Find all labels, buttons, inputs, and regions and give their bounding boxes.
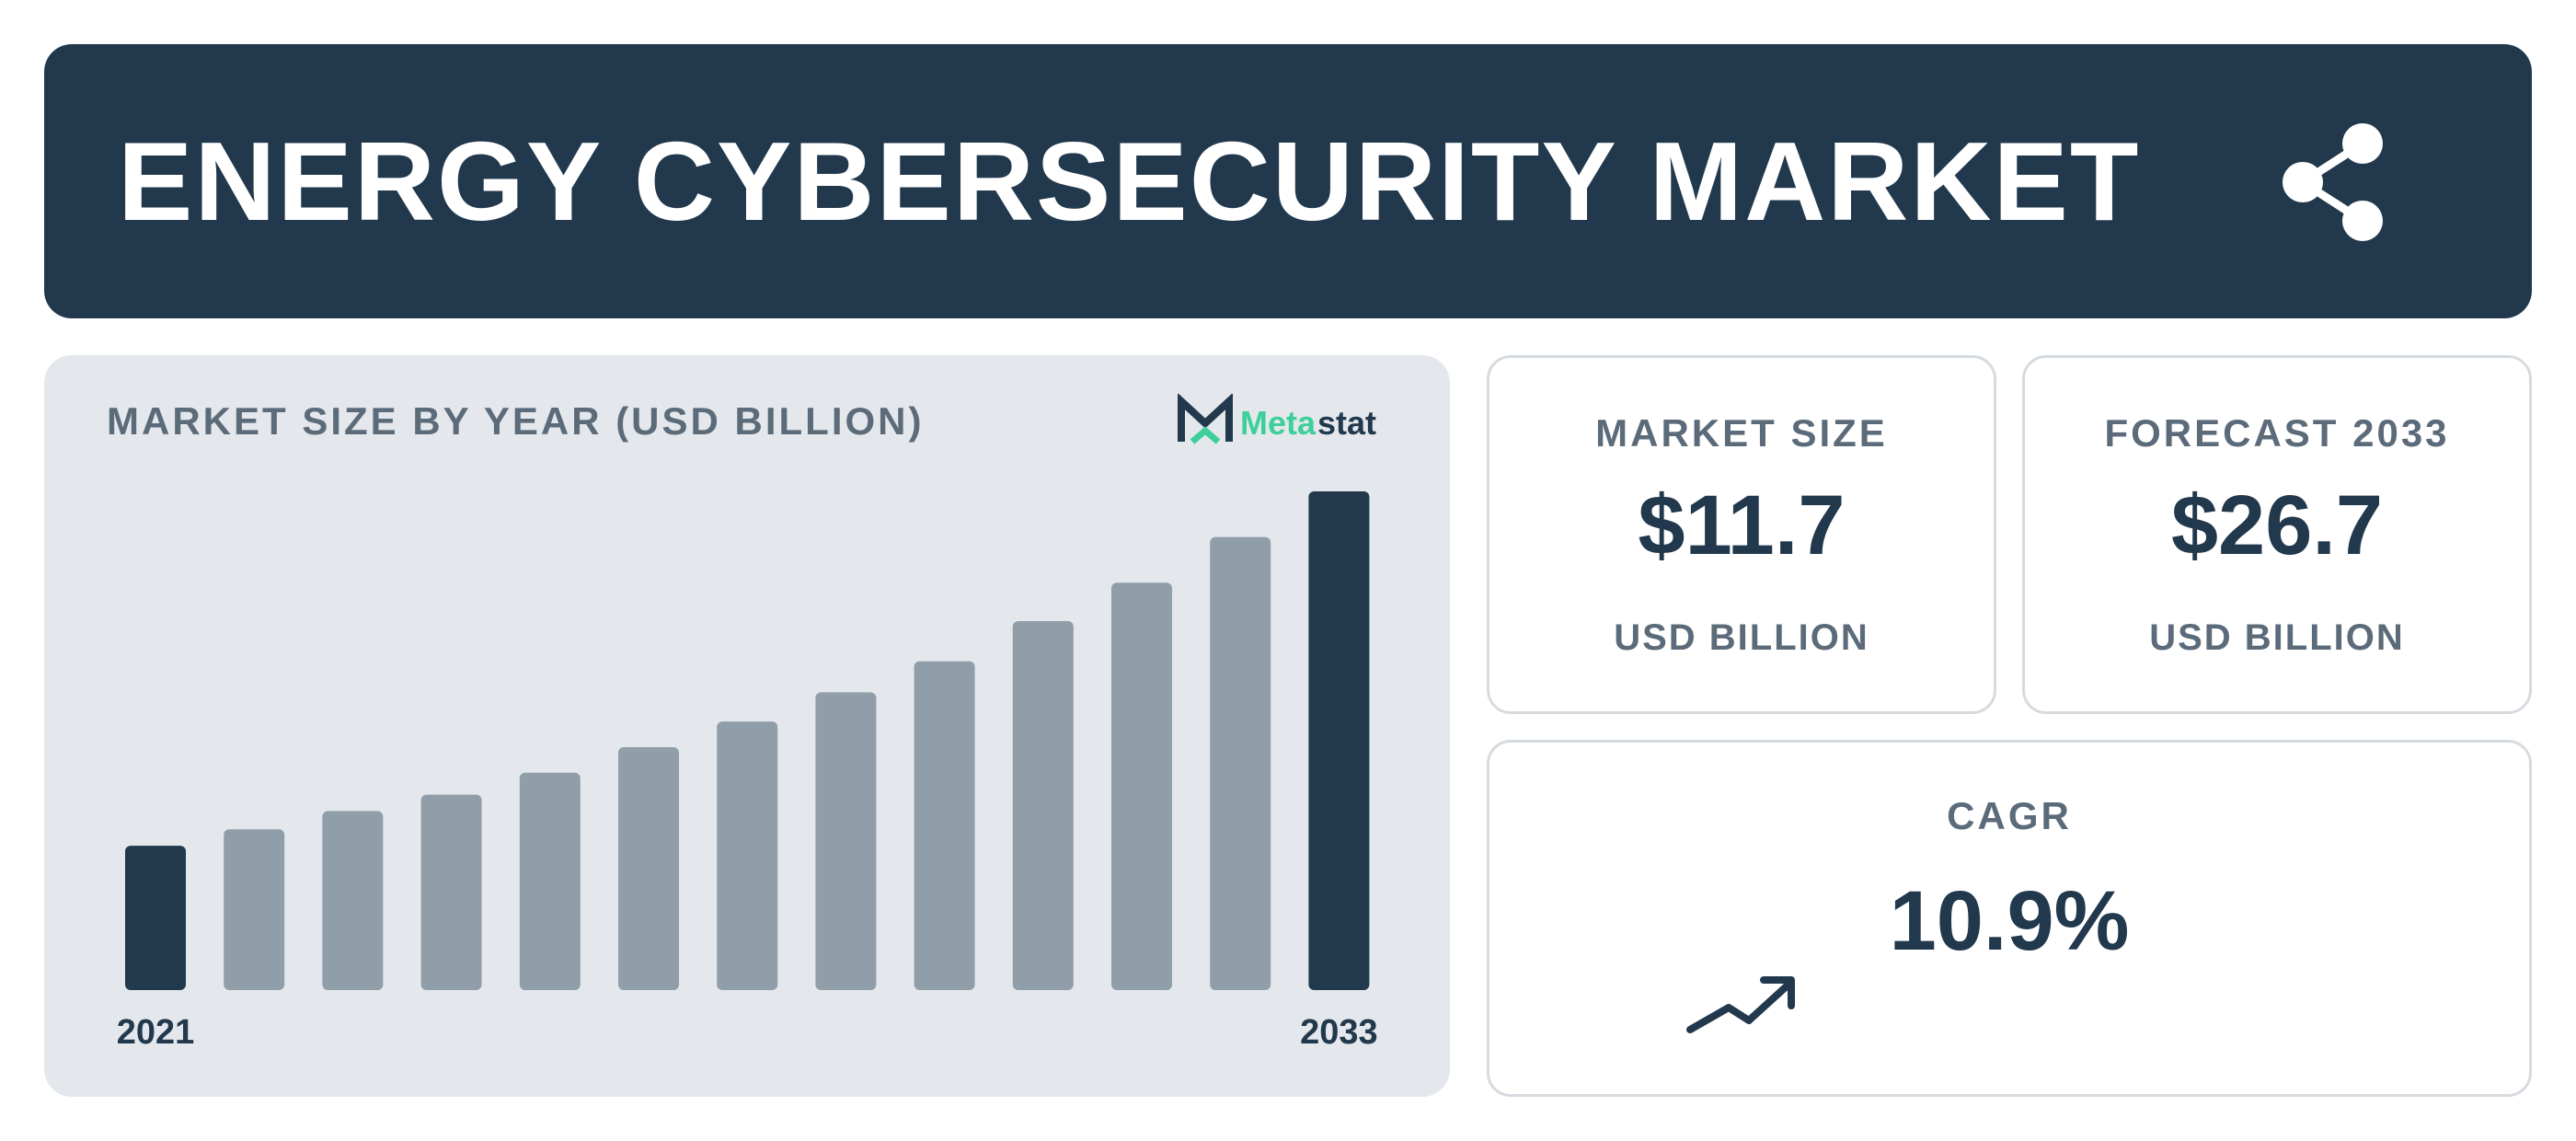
header-banner: ENERGY CYBERSECURITY MARKET xyxy=(44,44,2532,318)
logo-text-dark: stat xyxy=(1317,404,1376,442)
cagr-card: CAGR 10.9% xyxy=(1487,740,2532,1097)
bar-2021 xyxy=(125,846,186,990)
cagr-value: 10.9% xyxy=(1889,874,2130,968)
bar-2032 xyxy=(1210,536,1271,990)
bar-2024 xyxy=(420,794,482,990)
market-size-unit: USD BILLION xyxy=(1614,617,1869,658)
market-size-card: MARKET SIZE $11.7 USD BILLION xyxy=(1487,355,1996,714)
tick-label-2021: 2021 xyxy=(117,1013,195,1052)
bar-2022 xyxy=(224,829,285,990)
tick-label-2033: 2033 xyxy=(1300,1013,1378,1052)
page-title: ENERGY CYBERSECURITY MARKET xyxy=(118,119,2141,244)
market-size-label: MARKET SIZE xyxy=(1595,411,1888,455)
chart-title: MARKET SIZE BY YEAR (USD BILLION) xyxy=(107,399,925,443)
forecast-unit: USD BILLION xyxy=(2149,617,2405,658)
cagr-label: CAGR xyxy=(1947,794,2072,837)
trend-up-icon xyxy=(1686,976,1795,1033)
logo-text-accent: Meta xyxy=(1240,404,1317,442)
bar-2029 xyxy=(914,661,975,990)
bar-chart: 2021 2033 xyxy=(117,491,1378,1052)
bar-2027 xyxy=(717,721,778,990)
bar-2025 xyxy=(519,772,581,990)
chart-panel: MARKET SIZE BY YEAR (USD BILLION) Meta s… xyxy=(44,355,1450,1097)
bar-2028 xyxy=(815,692,877,990)
metastat-logo: Meta stat xyxy=(1178,394,1376,444)
forecast-label: FORECAST 2033 xyxy=(2104,411,2450,455)
bar-2030 xyxy=(1012,620,1074,990)
bar-2033 xyxy=(1308,491,1370,990)
bar-2031 xyxy=(1111,582,1172,990)
share-icon[interactable] xyxy=(2271,118,2399,247)
forecast-value: $26.7 xyxy=(2170,478,2384,572)
bar-2026 xyxy=(618,746,679,990)
market-size-value: $11.7 xyxy=(1638,478,1846,572)
bar-2023 xyxy=(322,811,384,990)
forecast-card: FORECAST 2033 $26.7 USD BILLION xyxy=(2022,355,2532,714)
